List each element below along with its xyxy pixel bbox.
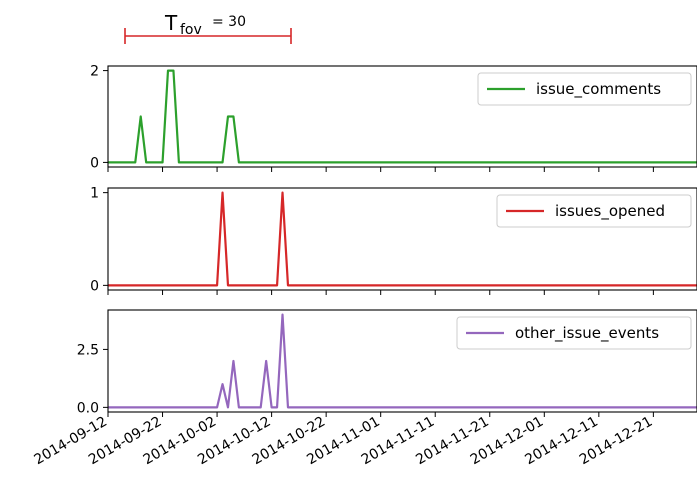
y-tick-label: 0 [90,155,99,171]
y-tick-label: 1 [90,186,99,202]
legend: issues_opened [496,194,692,228]
axes-frame [107,309,697,413]
subplot-1: 0 2 issue_comments [90,64,697,172]
fov-subscript: fov [180,22,202,38]
series-line-issues-opened [108,191,697,287]
legend-label: issues_opened [555,202,665,221]
y-tick-label: 2.5 [77,342,99,358]
series-line-other-issue-events [108,313,697,409]
legend-label: issue_comments [536,80,661,99]
subplot-3: 0.02.52014-09-122014-09-222014-10-022014… [32,309,697,468]
legend-box [496,194,692,228]
axes-frame [107,187,697,291]
legend-label: other_issue_events [515,324,659,343]
y-tick-label: 0 [90,278,99,294]
legend-box [477,72,692,106]
legend-box [456,316,692,350]
legend: other_issue_events [456,316,692,350]
legend: issue_comments [477,72,692,106]
fov-symbol: T [164,11,178,35]
subplot-2: 0 1 issues_opened [90,186,697,295]
series-line-issue-comments [108,69,697,164]
y-tick-label: 0.0 [77,400,99,416]
axes-frame [107,65,697,168]
y-tick-label: 2 [90,64,99,80]
fov-value: = 30 [212,14,246,30]
